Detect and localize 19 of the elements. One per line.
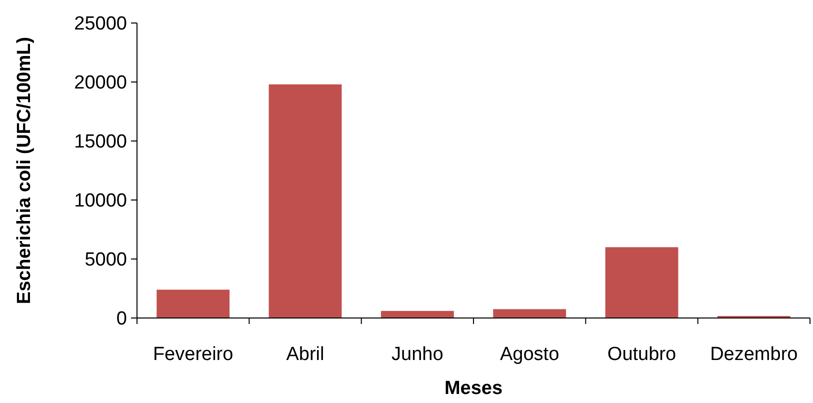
y-tick-label: 25000: [74, 14, 127, 35]
y-tick-label: 0: [116, 308, 127, 330]
y-tick-label: 10000: [74, 190, 127, 212]
y-tick-label: 15000: [74, 132, 127, 153]
y-tick-label: 5000: [84, 250, 127, 271]
bar: [268, 84, 342, 318]
bar: [156, 290, 230, 318]
y-tick-label: 20000: [74, 72, 127, 94]
bar: [605, 247, 678, 318]
bar: [493, 309, 566, 318]
y-axis-title: Escherichia coli (UFC/100mL): [14, 36, 35, 304]
bar: [380, 310, 454, 318]
x-axis-title: Meses: [444, 378, 503, 399]
x-tick-label: Outubro: [607, 344, 676, 365]
x-tick-label: Abril: [286, 344, 324, 365]
x-tick-label: Dezembro: [710, 344, 798, 365]
x-tick-label: Agosto: [500, 344, 560, 365]
x-tick-label: Fevereiro: [152, 344, 234, 365]
x-tick-label: Junho: [392, 344, 444, 365]
